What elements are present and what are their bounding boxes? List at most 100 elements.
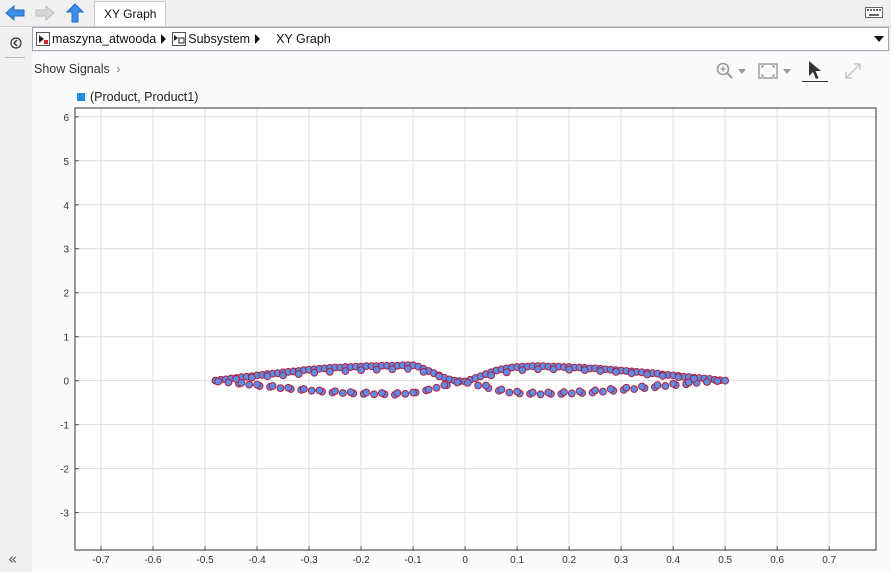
data-point: [661, 382, 670, 390]
data-point: [370, 390, 378, 399]
data-point: [432, 383, 441, 392]
breadcrumb-item-model[interactable]: maszyna_atwooda: [36, 32, 172, 46]
data-point: [502, 368, 511, 377]
data-point: [409, 388, 417, 397]
chevron-down-icon: [783, 68, 791, 74]
breadcrumb-item-xy-graph[interactable]: XY Graph: [276, 32, 331, 46]
data-point: [536, 390, 545, 399]
x-tick-label: 0.7: [822, 555, 836, 566]
expand-diagonal-icon: [844, 62, 862, 80]
data-point: [721, 376, 730, 385]
data-point: [513, 387, 522, 396]
data-point: [606, 385, 615, 393]
active-underline: [802, 81, 828, 82]
tab-xy-graph[interactable]: XY Graph: [94, 1, 167, 26]
data-point: [440, 381, 449, 389]
collapse-double-chevron-icon[interactable]: «: [8, 550, 18, 568]
breadcrumb-label: Subsystem: [188, 32, 251, 46]
zoom-in-icon: [716, 62, 734, 80]
data-point: [325, 367, 334, 376]
data-point: [419, 367, 428, 376]
hide-browser-icon[interactable]: [6, 33, 26, 53]
simulink-model-icon: [36, 32, 50, 46]
data-point: [401, 389, 410, 398]
data-point: [276, 384, 285, 393]
up-arrow-icon[interactable]: [64, 3, 86, 23]
legend: (Product, Product1): [77, 90, 198, 104]
fit-to-view-icon: [758, 63, 778, 79]
data-point: [528, 388, 537, 397]
xy-graph-area: Show Signals › (Product, Product1) -0.7-…: [32, 52, 891, 572]
select-pointer-button[interactable]: [802, 60, 828, 82]
data-point: [331, 387, 339, 396]
data-point: [622, 383, 631, 392]
data-point: [463, 378, 472, 387]
y-tick-label: -1: [60, 421, 69, 432]
window-toolbar: XY Graph: [0, 0, 891, 27]
y-tick-label: 0: [63, 377, 69, 388]
y-tick-label: 6: [63, 113, 69, 124]
data-point: [253, 380, 261, 389]
x-tick-label: 0.5: [718, 555, 732, 566]
data-point: [669, 379, 678, 388]
breadcrumb-dropdown-icon[interactable]: [874, 36, 884, 42]
expand-button[interactable]: [844, 60, 862, 82]
x-tick-label: 0.4: [666, 555, 680, 566]
data-point: [643, 370, 652, 379]
x-tick-label: -0.3: [300, 555, 318, 566]
back-arrow-icon[interactable]: [4, 3, 26, 23]
keyboard-icon[interactable]: [865, 7, 883, 21]
data-point: [377, 389, 386, 397]
scatter-plot[interactable]: -0.7 -0.6 -0.5 -0.4 -0.3 -0.2 -0.1 0 0.1 0.2 0.3 0.…: [32, 52, 891, 572]
data-point: [294, 370, 303, 378]
data-point: [690, 374, 698, 383]
data-point: [560, 388, 568, 397]
data-point: [268, 382, 277, 390]
data-point: [567, 389, 576, 398]
data-point: [435, 372, 443, 381]
data-point: [232, 375, 241, 383]
y-tick-label: 2: [63, 289, 69, 300]
data-point: [214, 377, 222, 386]
data-point: [638, 382, 646, 391]
x-tick-label: -0.7: [92, 555, 110, 566]
breadcrumb-label: XY Graph: [276, 32, 331, 46]
data-point: [224, 378, 233, 387]
data-point: [658, 371, 667, 380]
data-point: [424, 385, 433, 394]
y-tick-label: -3: [60, 509, 69, 520]
data-point: [505, 388, 514, 397]
data-point: [684, 378, 693, 387]
x-tick-label: 0.6: [770, 555, 784, 566]
data-point: [474, 381, 483, 390]
data-point: [497, 385, 506, 394]
zoom-button[interactable]: [716, 60, 746, 82]
fit-view-button[interactable]: [758, 60, 791, 82]
data-point: [263, 372, 272, 381]
data-point: [674, 373, 683, 382]
data-point: [534, 365, 542, 374]
x-tick-label: -0.6: [144, 555, 162, 566]
x-tick-label: -0.5: [196, 555, 214, 566]
data-point: [341, 367, 350, 375]
breadcrumb: maszyna_atwooda Subsystem XY Graph: [32, 27, 889, 51]
data-point: [346, 388, 355, 397]
data-point: [245, 380, 254, 389]
show-signals-link[interactable]: Show Signals ›: [34, 62, 120, 76]
data-point: [310, 368, 319, 377]
data-point: [237, 378, 246, 387]
y-tick-label: -2: [60, 465, 69, 476]
tab-label: XY Graph: [104, 7, 157, 21]
data-point: [362, 388, 371, 397]
data-point: [403, 364, 412, 373]
subsystem-icon: [172, 32, 187, 46]
forward-arrow-icon[interactable]: [34, 3, 56, 23]
data-point: [299, 385, 308, 393]
x-tick-label: -0.1: [404, 555, 422, 566]
data-point: [544, 388, 553, 397]
breadcrumb-item-subsystem[interactable]: Subsystem: [172, 32, 266, 46]
breadcrumb-separator-icon: [255, 34, 261, 44]
x-tick-label: 0: [462, 555, 468, 566]
cursor-arrow-icon: [807, 60, 823, 80]
data-point: [338, 389, 347, 397]
